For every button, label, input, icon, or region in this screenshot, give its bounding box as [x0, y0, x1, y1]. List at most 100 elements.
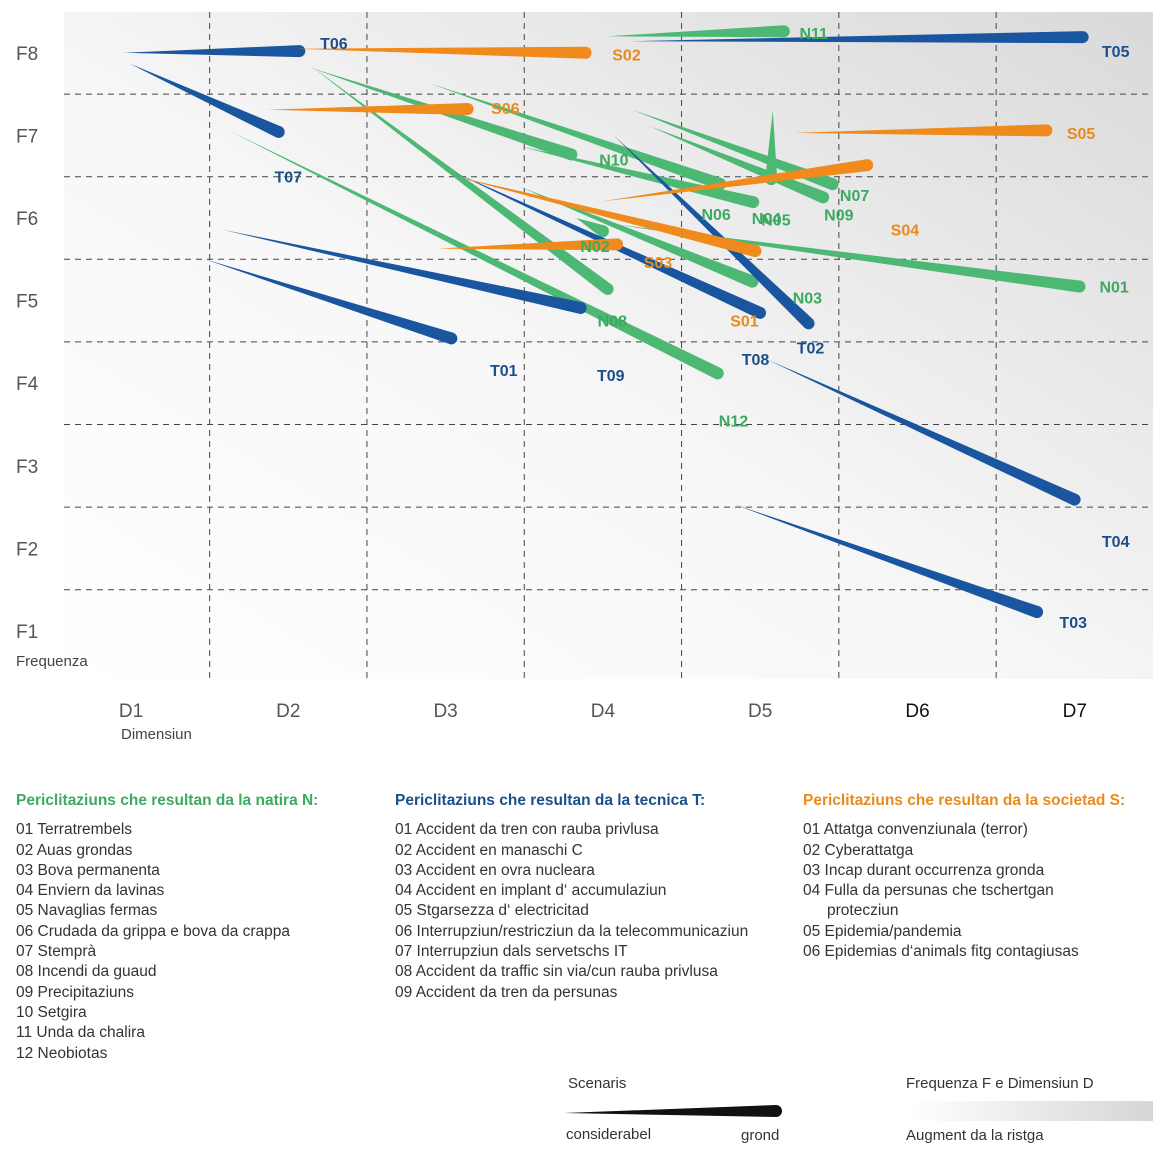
scenario-mark-t09 [222, 229, 587, 314]
scenario-label-s03: S03 [644, 255, 673, 272]
scenario-label-t02: T02 [797, 341, 825, 358]
legend-item: 06 Interrupziun/restricziun da la teleco… [395, 922, 749, 940]
scenario-mark-n07 [634, 110, 839, 191]
legend-item: 08 Accident da traffic sin via/cun rauba… [395, 963, 718, 981]
scenario-mark-n06 [429, 83, 727, 190]
legend-item: 09 Precipitaziuns [16, 983, 135, 1001]
legend-natira-items: 01 Terratrembels 02 Auas grondas 03 Bova p… [16, 820, 318, 1064]
scenario-label-t08: T08 [742, 352, 770, 369]
scenario-label-t09: T09 [597, 368, 625, 385]
legend-item: 04 Fulla da persunas che tschertgan prot… [803, 882, 1054, 920]
scenario-mark-n11 [607, 25, 790, 38]
scenario-mark-n05 [519, 146, 760, 209]
y-tick-label: F3 [16, 457, 38, 478]
gradient-key-title: Frequenza F e Dimensiun D [906, 1075, 1094, 1092]
x-tick-label: D3 [433, 701, 457, 722]
scenario-mark-s05 [794, 124, 1053, 137]
scenario-mark-s03 [437, 238, 624, 251]
legend-item: 05 Epidemia/pandemia [803, 922, 962, 940]
scenario-mark-t06 [123, 45, 306, 58]
legend-societad: Periclitaziuns che resultan da la societ… [803, 791, 1125, 962]
scenario-mark-s04 [601, 159, 874, 202]
scenario-marks [123, 25, 1089, 619]
legend-item: 07 Stemprà [16, 943, 97, 961]
legend-item: 12 Neobiotas [16, 1044, 108, 1062]
legend-item: 03 Bova permanenta [16, 861, 160, 879]
legend-item: 05 Stgarsezza d‘ electricitad [395, 902, 589, 920]
legend-item: 05 Navaglias fermas [16, 902, 158, 920]
y-tick-label: F8 [16, 44, 38, 65]
risk-matrix-chart: D1 D2 D3 D4 D5 D6 D7 F1 F2 F3 F4 F5 F6 F7 F8 N01 N02 N03… [16, 12, 1153, 743]
scenario-label-n01: N01 [1099, 280, 1128, 297]
scenario-label-n04: N04 [752, 211, 781, 228]
scenario-label-n02: N02 [580, 239, 609, 256]
legend-item: 07 Interrupziun dals servetschs IT [395, 943, 628, 961]
scenario-label-n07: N07 [840, 188, 869, 205]
scenario-label-t01: T01 [490, 363, 518, 380]
x-tick-label: D1 [119, 701, 143, 722]
scenario-mark-n03 [519, 186, 759, 288]
scenario-mark-s02 [296, 46, 592, 59]
scenario-mark-n09 [650, 126, 830, 204]
y-tick-label: F5 [16, 292, 38, 313]
legend-natira: Periclitaziuns che resultan da la natira… [16, 791, 318, 1064]
risk-gradient-bar [906, 1101, 1153, 1121]
legend-societad-items: 01 Attatga convenziunala (terror) 02 Cybe… [803, 820, 1125, 962]
legend-item: 02 Accident en manaschi C [395, 841, 583, 859]
plot-background [64, 12, 1153, 679]
legend-item: 02 Cyberattatga [803, 841, 914, 859]
scenario-mark-t03 [735, 504, 1044, 619]
scenario-label-n08: N08 [598, 313, 627, 330]
scenarios-key-large: grond [741, 1127, 780, 1144]
legend-item: 11 Unda da chalira [16, 1024, 145, 1042]
scenario-label-t07: T07 [275, 170, 303, 187]
scenario-mark-t04 [766, 359, 1081, 506]
scenario-label-s04: S04 [891, 223, 920, 240]
scenario-label-n11: N11 [799, 26, 828, 43]
legend-item: 06 Crudada da grippa e bova da crappa [16, 922, 291, 940]
scenario-label-n09: N09 [824, 208, 853, 225]
legend-item: 10 Setgira [16, 1003, 87, 1021]
legend-item: 01 Attatga convenziunala (terror) [803, 821, 1028, 839]
legend-societad-title: Periclitaziuns che resultan da la societ… [803, 792, 1126, 809]
scenario-label-s05: S05 [1067, 126, 1096, 143]
scenario-label-t05: T05 [1102, 44, 1130, 61]
scenario-mark-t07 [129, 63, 285, 138]
legend-item: 09 Accident da tren da persunas [395, 983, 618, 1001]
x-tick-label: D4 [591, 701, 616, 722]
legend-item: 01 Terratrembels [16, 821, 133, 839]
y-tick-label: F1 [16, 622, 38, 643]
legend-tecnica-items: 01 Accident da tren con rauba privlusa 02… [395, 820, 748, 1003]
scenario-label-t03: T03 [1059, 615, 1087, 632]
scenario-label-n12: N12 [719, 413, 748, 430]
y-tick-label: F7 [16, 126, 38, 147]
y-axis-label: Frequenza [16, 653, 88, 670]
y-tick-label: F4 [16, 374, 39, 395]
scenario-label-t04: T04 [1102, 534, 1130, 551]
scenario-mark-s06 [267, 103, 474, 115]
scenario-mark-s01 [456, 176, 762, 258]
y-tick-label: F6 [16, 209, 38, 230]
legend-tecnica: Periclitaziuns che resultan da la tecnic… [395, 791, 748, 1003]
legend-natira-title: Periclitaziuns che resultan da la natira… [16, 792, 319, 809]
scenario-label-n03: N03 [793, 290, 822, 307]
scenario-mark-t05 [631, 31, 1089, 44]
x-tick-label: D2 [276, 701, 300, 722]
scenario-label-s06: S06 [491, 101, 520, 118]
legend-item: 01 Accident da tren con rauba privlusa [395, 821, 659, 839]
y-tick-label: F2 [16, 539, 38, 560]
x-axis-label: Dimensiun [121, 726, 192, 743]
scenarios-key-title: Scenaris [568, 1075, 627, 1092]
scenarios-key-small: considerabel [566, 1126, 652, 1143]
scenario-mark-n02 [576, 218, 609, 238]
legend-item: 02 Auas grondas [16, 841, 133, 859]
scenario-label-t06: T06 [320, 36, 348, 53]
scenario-wedge-shape [564, 1105, 782, 1117]
legend-tecnica-title: Periclitaziuns che resultan da la tecnic… [395, 792, 706, 809]
legend-item: 03 Accident en ovra nucleara [395, 861, 595, 879]
legend-item: 08 Incendi da guaud [16, 963, 157, 981]
scenario-label-n10: N10 [599, 152, 628, 169]
x-tick-label: D5 [748, 701, 772, 722]
scenario-label-s01: S01 [730, 313, 759, 330]
